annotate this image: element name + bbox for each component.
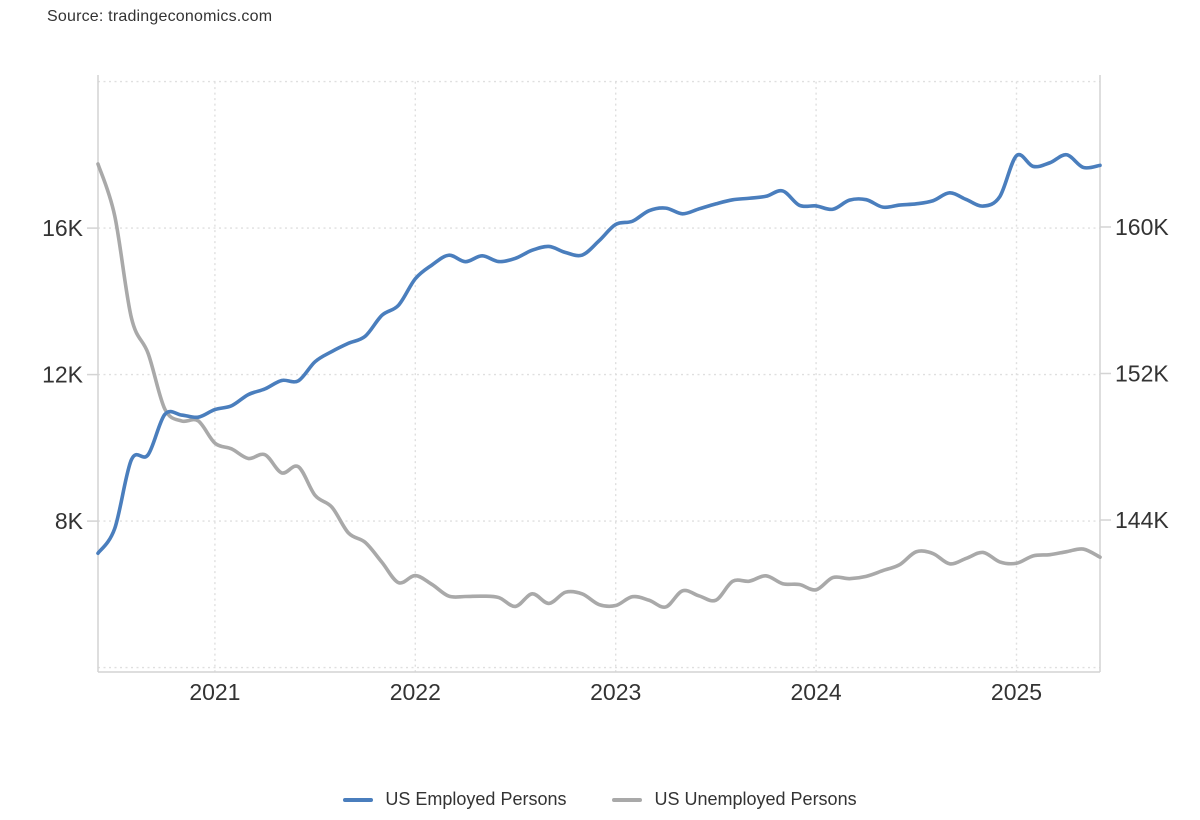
series-line-us-unemployed-persons xyxy=(96,162,1102,609)
legend-item-unemployed[interactable]: US Unemployed Persons xyxy=(612,789,857,810)
left-axis-label: 8K xyxy=(55,508,84,534)
right-axis-label: 144K xyxy=(1115,507,1169,533)
x-axis-label: 2023 xyxy=(590,679,641,705)
x-axis-label: 2021 xyxy=(189,679,240,705)
employed-line-swatch xyxy=(343,797,374,802)
x-axis-label: 2025 xyxy=(991,679,1042,705)
left-axis-label: 16K xyxy=(42,215,84,241)
series-line-us-employed-persons xyxy=(96,152,1102,556)
chart-legend: US Employed Persons US Unemployed Person… xyxy=(0,789,1200,810)
x-axis-label: 2024 xyxy=(791,679,842,705)
right-axis-label: 160K xyxy=(1115,214,1169,240)
legend-item-employed[interactable]: US Employed Persons xyxy=(343,789,566,810)
source-attribution: Source: tradingeconomics.com xyxy=(47,8,273,25)
right-axis-label: 152K xyxy=(1115,361,1169,387)
legend-label-employed: US Employed Persons xyxy=(385,789,567,809)
x-axis-label: 2022 xyxy=(390,679,441,705)
line-chart-svg: 2021 2022 2023 2024 2025 8K 12K 16K 144K 152K 160K xyxy=(42,75,1169,705)
left-axis-label: 12K xyxy=(42,362,84,388)
legend-label-unemployed: US Unemployed Persons xyxy=(654,789,857,809)
unemployed-line-swatch xyxy=(612,797,643,802)
